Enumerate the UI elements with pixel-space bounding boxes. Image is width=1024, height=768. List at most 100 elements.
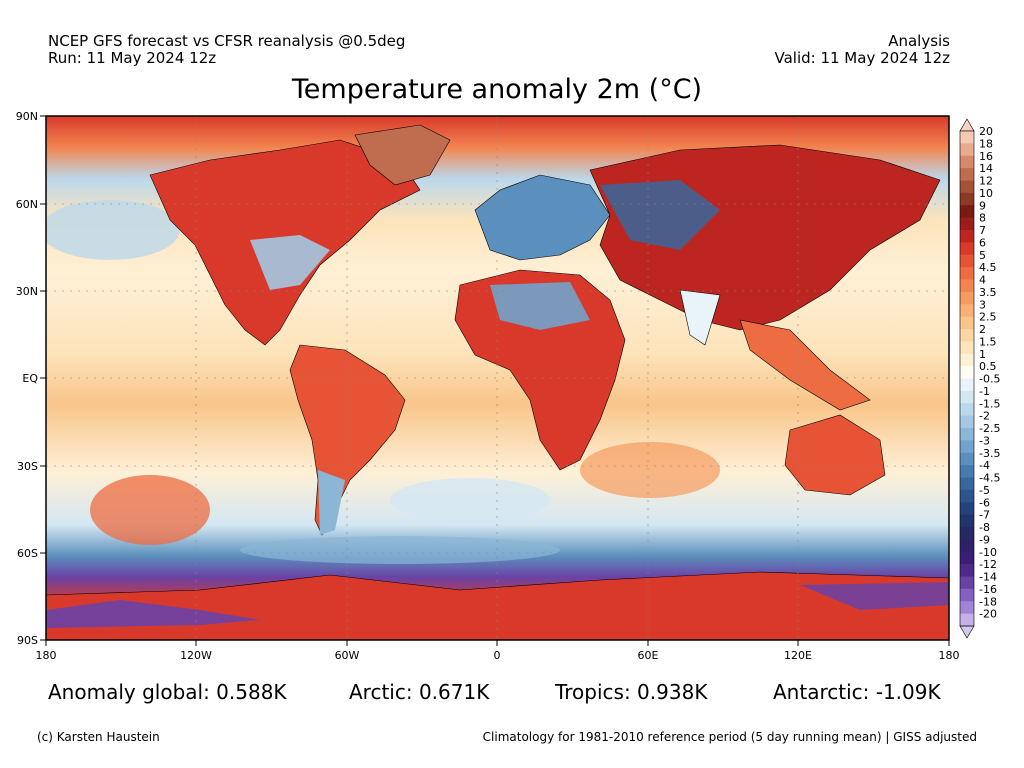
colorbar-swatch (960, 415, 974, 429)
colorbar-swatch (960, 205, 974, 219)
colorbar-label: -5 (979, 484, 990, 497)
colorbar-swatch (960, 143, 974, 157)
colorbar-swatch (960, 254, 974, 268)
colorbar-swatch (960, 279, 974, 293)
lon-label-180e: 180 (939, 649, 960, 662)
colorbar-label: -4 (979, 459, 990, 472)
ocean-anomaly-south-atlantic-cool (390, 478, 550, 522)
colorbar-label: 1.5 (979, 335, 997, 348)
colorbar-label: 2 (979, 323, 986, 336)
colorbar-bottom-arrow (959, 625, 975, 639)
colorbar-swatch (960, 477, 974, 491)
footer-climatology-note: Climatology for 1981-2010 reference peri… (482, 730, 977, 744)
lon-label-120w: 120W (180, 649, 212, 662)
colorbar-label: 3.5 (979, 286, 997, 299)
lon-label-60e: 60E (638, 649, 659, 662)
colorbar-swatch (960, 452, 974, 466)
colorbar-label: 4 (979, 274, 986, 287)
colorbar-top-arrow (959, 118, 975, 132)
colorbar-swatch (960, 366, 974, 379)
header-valid-label: Valid: 11 May 2024 12z (774, 49, 950, 67)
colorbar-label: 3 (979, 298, 986, 311)
colorbar-label: -4.5 (979, 472, 1000, 485)
colorbar: 201816141210987654.543.532.521.510.5-0.5… (959, 118, 1000, 639)
colorbar-label: -1.5 (979, 397, 1000, 410)
colorbar-label: -8 (979, 521, 990, 534)
colorbar-label: 2.5 (979, 311, 997, 324)
colorbar-swatch (960, 155, 974, 169)
colorbar-swatch (960, 576, 974, 590)
colorbar-label: -14 (979, 571, 997, 584)
lat-label-60s: 60S (17, 547, 38, 560)
header-run-label: Run: 11 May 2024 12z (48, 49, 217, 67)
colorbar-label: 7 (979, 224, 986, 237)
colorbar-swatch (960, 230, 974, 243)
colorbar-swatch (960, 489, 974, 503)
colorbar-swatch (960, 588, 974, 602)
colorbar-swatch (960, 131, 974, 144)
colorbar-swatch (960, 267, 974, 280)
colorbar-swatch (960, 403, 974, 417)
graticule (46, 116, 949, 640)
colorbar-label: -3.5 (979, 447, 1000, 460)
colorbar-label: 10 (979, 187, 993, 200)
lon-label-180w: 180 (36, 649, 57, 662)
ocean-anomaly-south-pacific-warm (90, 475, 210, 545)
footer-credit: (c) Karsten Haustein (37, 730, 160, 744)
colorbar-swatch (960, 465, 974, 478)
colorbar-label: -7 (979, 509, 990, 522)
colorbar-label: 14 (979, 162, 993, 175)
landmass-south-america-cool (318, 470, 345, 535)
lon-label-60w: 60W (335, 649, 360, 662)
colorbar-swatch (960, 316, 974, 330)
colorbar-swatch (960, 378, 974, 392)
lat-label-90s: 90S (17, 634, 38, 647)
lat-label-60n: 60N (16, 198, 38, 211)
colorbar-label: 1 (979, 348, 986, 361)
landmass-sahara-cool (490, 282, 590, 330)
colorbar-swatch (960, 601, 974, 615)
stat-tropics: Tropics: 0.938K (555, 680, 708, 704)
lat-label-90n: 90N (16, 110, 38, 123)
ocean-anomaly-indian-warm (580, 442, 720, 498)
colorbar-label: -18 (979, 595, 997, 608)
ocean-anomaly-north-pacific (46, 200, 180, 260)
lon-ticks (45, 640, 950, 646)
colorbar-label: 9 (979, 199, 986, 212)
stat-antarctic: Antarctic: -1.09K (773, 680, 941, 704)
landmass-antarctica-cool (46, 600, 260, 628)
lon-label-0: 0 (494, 649, 501, 662)
colorbar-swatch (960, 502, 974, 516)
colorbar-label: -9 (979, 533, 990, 546)
colorbar-swatch (960, 564, 974, 577)
lat-label-30s: 30S (17, 460, 38, 473)
colorbar-label: -6 (979, 496, 990, 509)
colorbar-label: -1 (979, 385, 990, 398)
colorbar-label: 20 (979, 125, 993, 138)
colorbar-label: -2.5 (979, 422, 1000, 435)
colorbar-swatch (960, 242, 974, 256)
colorbar-swatch (960, 291, 974, 305)
colorbar-label: -0.5 (979, 373, 1000, 386)
colorbar-swatch (960, 353, 974, 367)
colorbar-swatch (960, 514, 974, 528)
landmass-antarctica (46, 571, 949, 640)
landmass-india (679, 289, 721, 346)
landmass-australia (784, 414, 886, 496)
colorbar-label: 16 (979, 150, 993, 163)
header-model-label: NCEP GFS forecast vs CFSR reanalysis @0.… (48, 32, 406, 50)
stat-global: Anomaly global: 0.588K (48, 680, 287, 704)
colorbar-swatch (960, 329, 974, 342)
colorbar-swatch (960, 539, 974, 553)
colorbar-swatch (960, 428, 974, 441)
colorbar-swatch (960, 217, 974, 231)
lon-label-120e: 120E (784, 649, 812, 662)
lat-ticks (40, 115, 46, 641)
colorbar-swatch (960, 180, 974, 194)
colorbar-label: -20 (979, 608, 997, 621)
colorbar-frame (959, 130, 975, 627)
colorbar-swatch (960, 551, 974, 565)
landmass-greenland (354, 124, 451, 186)
landmass-southeast-asia (739, 319, 871, 411)
